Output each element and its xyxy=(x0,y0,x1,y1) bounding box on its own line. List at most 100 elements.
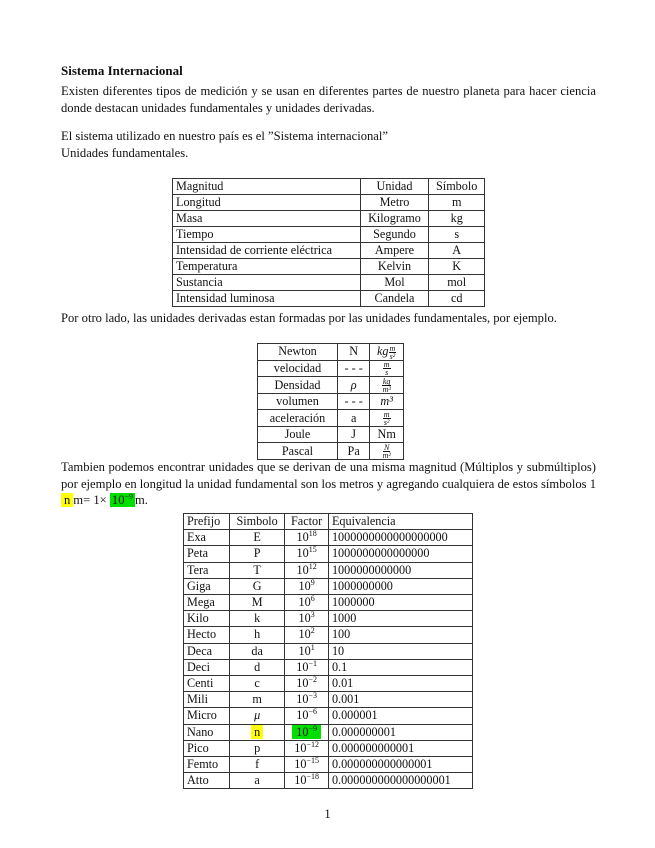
table-cell: M xyxy=(228,594,286,612)
table-header-row: Magnitud Unidad Símbolo xyxy=(172,178,485,195)
header-cell: Factor xyxy=(284,512,329,531)
table-row: Tiempo Segundo s xyxy=(172,226,485,243)
table-cell: P xyxy=(228,545,286,563)
table-cell: Nano xyxy=(183,723,230,741)
table-cell: - - - xyxy=(336,359,371,378)
table-cell: Pascal xyxy=(257,442,338,461)
table-cell: K xyxy=(428,258,485,275)
header-cell: Símbolo xyxy=(428,178,485,195)
table-cell: 0.1 xyxy=(327,658,474,677)
table-cell: Temperatura xyxy=(172,258,361,275)
table-cell: s xyxy=(428,226,485,243)
page-number: 1 xyxy=(324,807,331,821)
table-header-row: Prefijo Simbolo Factor Equivalencia xyxy=(183,512,474,531)
table-row: Atto a 10−18 0.000000000000000001 xyxy=(183,772,474,790)
table-cell: aceleración xyxy=(257,409,338,428)
table-cell: Intensidad luminosa xyxy=(172,290,361,307)
table-row: Centi c 10−2 0.01 xyxy=(183,675,474,693)
table-cell: Newton xyxy=(257,343,338,361)
table-cell: Mili xyxy=(183,691,230,709)
table-row: Exa E 1018 1000000000000000000 xyxy=(183,529,474,547)
table-cell: p xyxy=(228,739,286,758)
table-cell: Atto xyxy=(183,772,230,790)
table-cell: f xyxy=(228,756,286,774)
table-cell: 0.01 xyxy=(327,675,474,693)
table-row: Pico p 10−12 0.000000000001 xyxy=(183,739,474,758)
factor-cell: 1012 xyxy=(284,561,329,579)
table-cell: J xyxy=(336,426,371,444)
unit-cell: kg m³ xyxy=(369,376,404,395)
table-cell: Mol xyxy=(359,274,430,291)
table-cell: μ xyxy=(228,707,286,725)
table-cell: Tiempo xyxy=(172,226,361,243)
table-cell: Metro xyxy=(359,194,430,211)
factor-cell: 10−3 xyxy=(284,691,329,709)
table-cell: h xyxy=(228,626,286,644)
factor-cell: 10−1 xyxy=(284,658,329,677)
factor-cell: 10−15 xyxy=(284,756,329,774)
table-cell: k xyxy=(228,610,286,628)
table-cell: 1000000000000000 xyxy=(327,545,474,563)
table-cell: kg xyxy=(428,210,485,227)
factor-cell: 10−9 xyxy=(284,723,329,741)
table-cell: Segundo xyxy=(359,226,430,243)
table-row: Masa Kilogramo kg xyxy=(172,210,485,227)
table-row: Micro μ 10−6 0.000001 xyxy=(183,707,474,725)
table-cell: Tera xyxy=(183,561,230,579)
highlight-factor: 10−9 xyxy=(109,493,136,507)
table-cell: 1000000000000000000 xyxy=(327,529,474,547)
table-row: Densidad ρ kg m³ xyxy=(257,376,404,395)
table-cell: G xyxy=(228,577,286,596)
table-cell: Micro xyxy=(183,707,230,725)
prefix-table: Prefijo Simbolo Factor Equivalencia Exa E 1018… xyxy=(183,512,474,790)
table-cell: 0.000000000000000001 xyxy=(327,772,474,790)
table-cell: Masa xyxy=(172,210,361,227)
table-cell: a xyxy=(336,409,371,428)
table-row: Longitud Metro m xyxy=(172,194,485,211)
factor-cell: 103 xyxy=(284,610,329,628)
table-cell: T xyxy=(228,561,286,579)
factor-cell: 109 xyxy=(284,577,329,596)
table-row: Kilo k 103 1000 xyxy=(183,610,474,628)
table-cell: Deci xyxy=(183,658,230,677)
table-cell: Centi xyxy=(183,675,230,693)
table-cell: ρ xyxy=(336,376,371,395)
fundamental-units-table: Magnitud Unidad Símbolo Longitud Metro m Masa K… xyxy=(172,178,485,307)
table-cell: c xyxy=(228,675,286,693)
table-cell: 1000000000 xyxy=(327,577,474,596)
multiples-mid: m= 1× xyxy=(73,493,107,507)
table-row: Nano n 10−9 0.000000001 xyxy=(183,723,474,741)
table-row: Deci d 10−1 0.1 xyxy=(183,658,474,677)
table-cell: 0.000000000000001 xyxy=(327,756,474,774)
multiples-end: m. xyxy=(135,493,148,507)
factor-cell: 102 xyxy=(284,626,329,644)
table-cell: da xyxy=(228,642,286,660)
unit-cell: Nm xyxy=(369,426,404,444)
factor-base: 10 xyxy=(111,493,125,507)
fraction: m s² xyxy=(388,343,397,361)
system-line: El sistema utilizado en nuestro país es … xyxy=(61,129,388,143)
table-cell: Sustancia xyxy=(172,274,361,291)
table-cell: Longitud xyxy=(172,194,361,211)
table-cell: d xyxy=(228,658,286,677)
fraction: kg m³ xyxy=(381,377,392,395)
factor-cell: 1015 xyxy=(284,545,329,563)
derived-intro: Por otro lado, las unidades derivadas es… xyxy=(61,311,557,325)
table-cell: Femto xyxy=(183,756,230,774)
table-cell: Hecto xyxy=(183,626,230,644)
unit-cell: kg m s² xyxy=(369,343,404,361)
highlight-symbol: n xyxy=(61,493,74,507)
table-row: Joule J Nm xyxy=(257,426,404,444)
table-cell: cd xyxy=(428,290,485,307)
table-cell: 1000000000000 xyxy=(327,561,474,579)
multiples-text: Tambien podemos encontrar unidades que s… xyxy=(61,460,596,491)
table-cell: n xyxy=(228,723,286,741)
multiples-paragraph: Tambien podemos encontrar unidades que s… xyxy=(61,459,596,509)
header-cell: Prefijo xyxy=(183,512,230,531)
